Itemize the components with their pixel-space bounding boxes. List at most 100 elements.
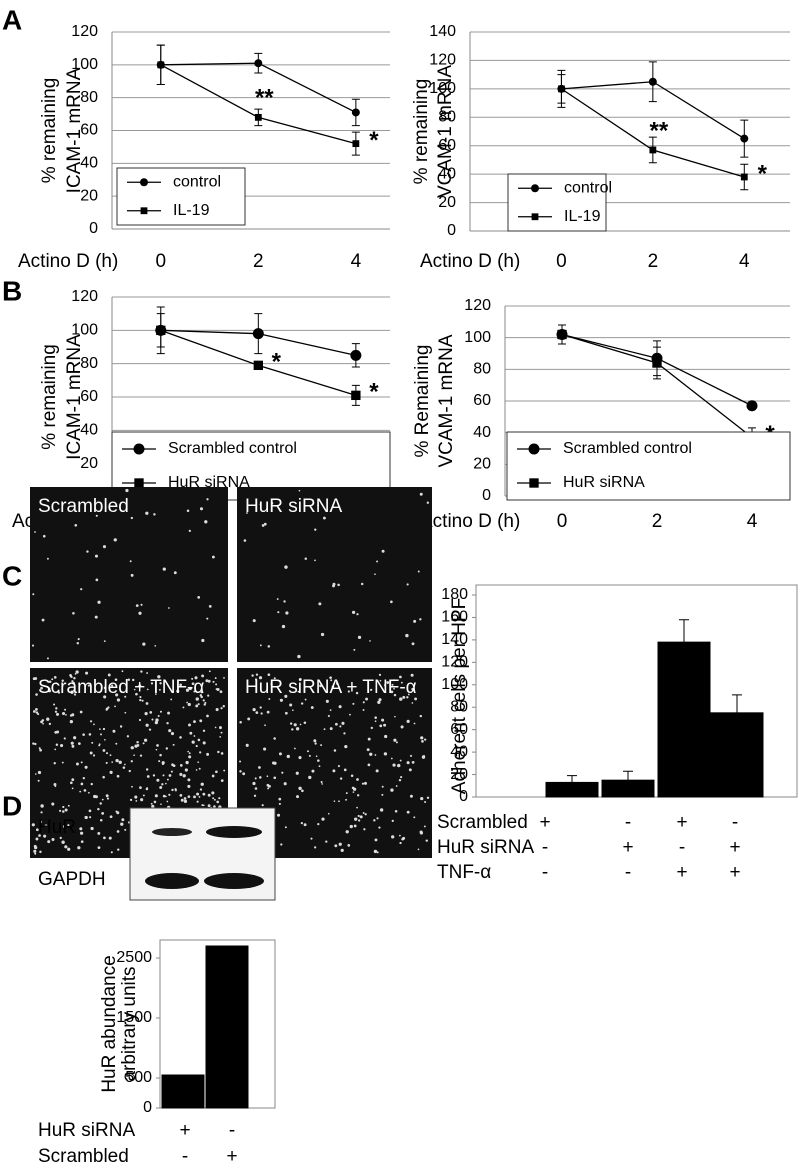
cell-dot	[411, 642, 415, 646]
cell-dot	[161, 762, 165, 766]
cell-dot	[255, 711, 259, 715]
cell-dot	[40, 686, 43, 690]
cell-dot	[111, 684, 114, 687]
cell-dot	[176, 689, 180, 693]
cell-dot	[419, 830, 423, 834]
cell-dot	[298, 489, 301, 492]
cell-dot	[202, 741, 206, 745]
y-tick-label: 80	[473, 361, 491, 378]
cell-dot	[425, 839, 428, 842]
cell-dot	[343, 732, 346, 735]
cell-dot	[406, 696, 409, 699]
cell-dot	[239, 760, 242, 763]
cell-dot	[364, 781, 368, 785]
cell-dot	[331, 685, 335, 688]
cell-dot	[150, 682, 154, 685]
cell-dot	[399, 675, 402, 679]
cell-dot	[345, 792, 348, 795]
cell-dot	[193, 690, 196, 693]
cell-dot	[90, 826, 94, 831]
y-tick-label: 40	[473, 424, 491, 441]
cell-dot	[318, 602, 322, 606]
cell-dot	[251, 674, 254, 677]
bar	[205, 945, 249, 1109]
cell-dot	[381, 718, 385, 722]
y-tick-label: 60	[450, 721, 468, 738]
cell-dot	[206, 617, 209, 620]
cell-dot	[155, 693, 157, 695]
cell-dot	[325, 699, 329, 703]
cell-dot	[89, 720, 93, 723]
cell-dot	[31, 644, 35, 647]
cell-dot	[188, 755, 192, 759]
bar	[657, 641, 711, 798]
condition-sign: -	[732, 812, 738, 833]
cell-dot	[143, 738, 148, 742]
cell-dot	[31, 823, 35, 827]
error-bar	[623, 770, 633, 781]
cell-dot	[273, 776, 277, 780]
cell-dot	[207, 694, 210, 697]
cell-dot	[142, 742, 145, 745]
cell-dot	[219, 735, 222, 738]
cell-dot	[211, 555, 215, 559]
cell-dot	[330, 679, 333, 682]
cell-dot	[413, 619, 417, 623]
y-tick-label: 100	[464, 329, 491, 346]
cell-dot	[129, 560, 132, 563]
legend-box	[507, 173, 607, 232]
cell-dot	[162, 794, 166, 798]
cell-dot	[199, 751, 202, 754]
cell-dot	[154, 794, 158, 798]
cell-dot	[376, 817, 379, 820]
cell-dot	[298, 678, 302, 682]
cell-dot	[283, 782, 287, 786]
cell-dot	[245, 743, 249, 747]
cell-dot	[170, 770, 173, 773]
micrograph	[30, 487, 228, 662]
cell-dot	[247, 717, 251, 721]
cell-dot	[183, 799, 188, 803]
y-tick-label: 500	[125, 1069, 152, 1086]
cell-dot	[74, 673, 77, 675]
cell-dot	[195, 769, 198, 771]
legend-label: IL-19	[173, 202, 210, 219]
cell-dot	[295, 727, 300, 731]
marker	[557, 329, 567, 340]
cell-dot	[356, 613, 359, 616]
cell-dot	[411, 702, 414, 704]
marker	[529, 478, 539, 488]
cell-dot	[402, 695, 406, 699]
blot-band	[152, 828, 192, 836]
cell-dot	[32, 593, 35, 596]
cell-dot	[167, 711, 170, 715]
cell-dot	[410, 673, 414, 677]
marker	[254, 113, 262, 121]
cell-dot	[335, 682, 339, 685]
cell-dot	[374, 838, 378, 842]
cell-dot	[70, 781, 73, 785]
cell-dot	[284, 826, 287, 829]
y-tick-label: 80	[80, 355, 98, 372]
cell-dot	[111, 761, 114, 763]
y-tick-label: 0	[482, 487, 491, 504]
cell-dot	[193, 720, 196, 724]
y-axis-label: % remaining	[411, 79, 432, 185]
panel-letter: B	[2, 275, 22, 306]
condition-sign: +	[729, 837, 740, 858]
y-axis-label: VCAM-1 mRNA	[435, 65, 456, 198]
cell-dot	[220, 731, 223, 734]
cell-dot	[263, 522, 267, 526]
image-label: HuR siRNA	[245, 496, 342, 517]
cell-dot	[37, 713, 40, 716]
cell-dot	[188, 752, 191, 755]
cell-dot	[159, 710, 162, 713]
cell-dot	[280, 843, 283, 846]
cell-dot	[374, 720, 377, 723]
cell-dot	[97, 807, 100, 811]
cell-dot	[426, 501, 430, 504]
condition-sign: -	[625, 812, 631, 833]
cell-dot	[267, 673, 271, 677]
cell-dot	[179, 764, 183, 767]
cell-dot	[201, 638, 205, 643]
